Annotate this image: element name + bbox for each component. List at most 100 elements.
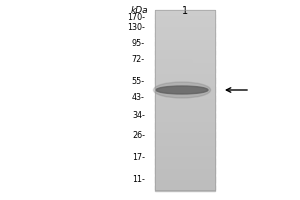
Bar [155, 109, 215, 111]
Bar [155, 116, 215, 118]
Bar [155, 30, 215, 32]
Bar [155, 51, 215, 54]
Bar [155, 84, 215, 86]
Bar [155, 55, 215, 57]
Bar [155, 104, 215, 106]
Bar [155, 140, 215, 142]
Bar [155, 44, 215, 46]
Bar [155, 105, 215, 108]
Bar [155, 138, 215, 140]
Bar [155, 57, 215, 59]
Bar [155, 147, 215, 149]
Bar [155, 172, 215, 174]
Bar [155, 131, 215, 133]
Bar [155, 167, 215, 169]
Bar [155, 39, 215, 41]
Bar [155, 177, 215, 180]
Bar [155, 24, 215, 27]
Bar [155, 82, 215, 84]
Bar [155, 32, 215, 34]
Bar [155, 37, 215, 39]
Bar [155, 185, 215, 187]
Bar [155, 48, 215, 50]
Bar [155, 50, 215, 52]
Bar [155, 181, 215, 183]
Bar [155, 127, 215, 129]
Bar [155, 68, 215, 70]
Bar [155, 188, 215, 190]
Bar [155, 33, 215, 36]
Ellipse shape [156, 86, 208, 94]
Bar [155, 120, 215, 122]
Bar [155, 154, 215, 156]
Text: 170-: 170- [127, 14, 145, 22]
Text: 26-: 26- [132, 130, 145, 140]
Bar [155, 73, 215, 75]
Bar [155, 163, 215, 165]
Bar [155, 21, 215, 23]
Bar [155, 64, 215, 66]
Bar [155, 168, 215, 171]
Bar [155, 42, 215, 45]
Bar [155, 186, 215, 189]
Bar [155, 62, 215, 64]
Bar [155, 93, 215, 95]
Bar [155, 149, 215, 151]
Bar [155, 143, 215, 146]
Bar [155, 141, 215, 144]
Bar [155, 123, 215, 126]
Bar [155, 100, 215, 102]
Bar [155, 28, 215, 30]
Bar [155, 35, 215, 38]
Text: 1: 1 [182, 6, 188, 16]
Bar [155, 17, 215, 20]
Bar [155, 170, 215, 172]
Bar [155, 60, 191, 90]
Text: 95-: 95- [132, 38, 145, 47]
Bar [155, 89, 215, 92]
Bar [155, 69, 215, 72]
Bar [155, 71, 215, 73]
Bar [155, 95, 215, 97]
Bar [155, 111, 215, 113]
Bar [155, 125, 215, 128]
Bar [155, 80, 215, 82]
Bar [155, 98, 215, 100]
Bar [155, 114, 215, 117]
Bar [155, 86, 215, 88]
Bar [155, 113, 215, 115]
Text: 11-: 11- [132, 176, 145, 184]
Bar [155, 96, 215, 99]
Text: 72-: 72- [132, 55, 145, 64]
Bar [155, 145, 215, 147]
Bar [155, 78, 215, 81]
Bar [155, 26, 215, 28]
Text: 130-: 130- [127, 23, 145, 32]
Bar [155, 10, 215, 12]
Bar [155, 59, 215, 61]
Bar [155, 77, 215, 79]
Bar [155, 41, 215, 43]
Bar [155, 150, 215, 153]
Bar [155, 176, 215, 178]
Bar [155, 66, 215, 68]
Bar [155, 161, 215, 164]
Bar [155, 174, 215, 176]
Bar [155, 136, 215, 138]
Bar [155, 129, 215, 131]
Text: kDa: kDa [130, 6, 148, 15]
Bar [155, 102, 215, 104]
Bar [155, 23, 215, 25]
Text: 17-: 17- [132, 154, 145, 162]
Bar [155, 132, 215, 135]
Bar [155, 179, 215, 182]
Bar [155, 87, 215, 90]
Bar [155, 46, 215, 48]
Bar [155, 107, 215, 110]
Bar [155, 12, 215, 14]
Bar [155, 183, 215, 185]
Text: 43-: 43- [132, 92, 145, 102]
Bar [155, 91, 215, 93]
Ellipse shape [153, 82, 211, 98]
Bar [155, 15, 215, 18]
